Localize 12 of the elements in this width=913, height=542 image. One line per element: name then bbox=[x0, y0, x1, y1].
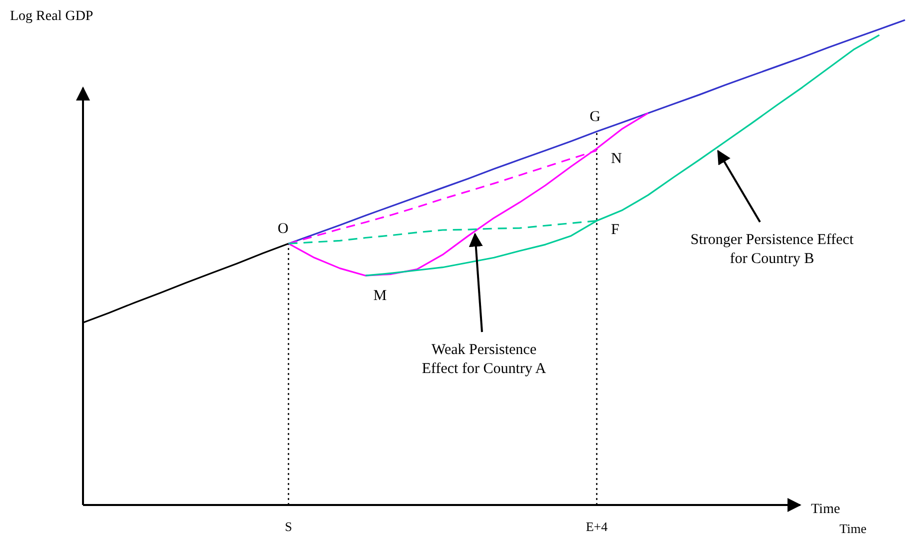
x-axis-title: Time bbox=[811, 502, 840, 517]
x-tick-label: S bbox=[284, 519, 292, 534]
annotation: Weak Persistence Effect for Country A bbox=[422, 342, 546, 377]
y-axis-title: Log Real GDP bbox=[10, 9, 94, 24]
text: Time bbox=[840, 521, 867, 536]
annotation: M bbox=[373, 288, 387, 304]
annotation: O bbox=[278, 221, 289, 237]
annotation: N bbox=[611, 151, 622, 167]
annotation: Stronger Persistence Effect for Country B bbox=[690, 232, 854, 267]
annotation: F bbox=[611, 222, 620, 238]
x-tick-label: E+4 bbox=[586, 519, 608, 534]
annotation: G bbox=[590, 109, 601, 125]
